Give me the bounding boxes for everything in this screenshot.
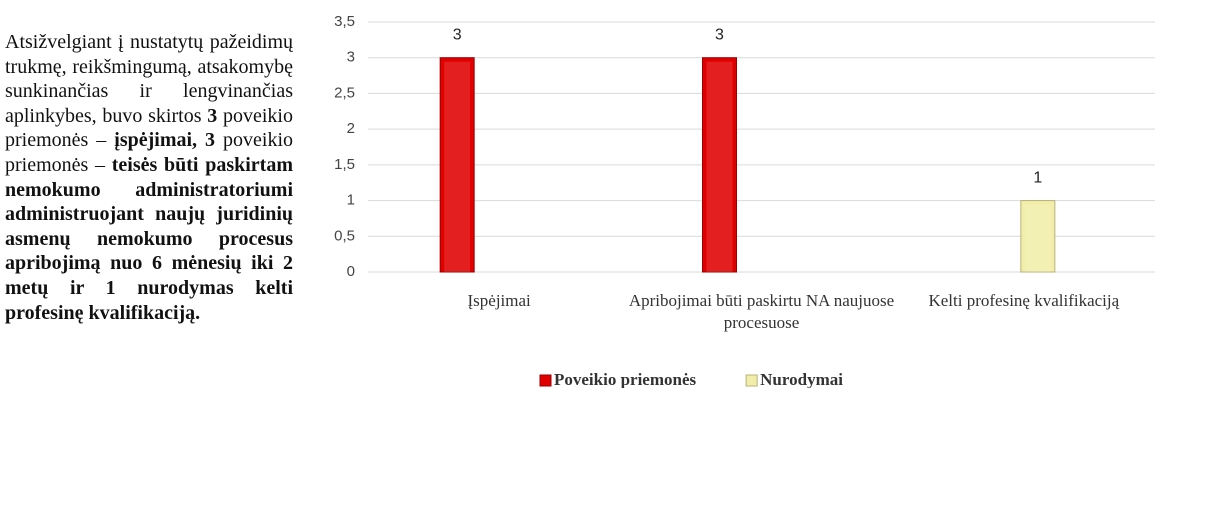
x-tick-label: Įspėjimai	[467, 291, 531, 310]
value-label: 1	[1033, 170, 1042, 187]
bar-shade	[706, 61, 733, 272]
legend-swatch	[539, 374, 552, 387]
chart-svg: 0 0,5 1 1,5 2 2,5 3 3,5 3 3 1 Poveikio priemonės Nur…	[334, 13, 1155, 388]
y-tick-label: 0	[347, 263, 355, 280]
text-run: Atsižvelgiant į nustatytų pažeidimų truk…	[5, 31, 293, 127]
y-tick-label: 1,5	[334, 156, 355, 173]
legend-label: Poveikio priemonės	[554, 370, 697, 388]
bar	[439, 57, 475, 273]
x-tick-label: Apribojimai būti paskirtu NA naujuose pr…	[628, 291, 895, 332]
bar	[1020, 200, 1056, 273]
y-tick-label: 1	[347, 192, 355, 209]
legend-label: Nurodymai	[760, 370, 843, 388]
y-tick-label: 2,5	[334, 84, 355, 101]
text-run: poveikio priemonės –	[5, 104, 293, 152]
document: 0 0,5 1 1,5 2 2,5 3 3,5 3 3 1 Poveikio priemonės Nur…	[5, 13, 1223, 388]
value-label: 3	[453, 27, 462, 44]
y-tick-label: 2	[347, 120, 355, 137]
bar	[702, 57, 737, 273]
bar-shade	[444, 61, 471, 272]
y-tick-label: 3,5	[334, 13, 355, 30]
legend-swatch	[745, 374, 758, 387]
text-run: 3	[207, 104, 218, 127]
text-run: teisės būti paskirtam nemokumo administr…	[5, 153, 293, 324]
text-run: poveikio priemonės –	[5, 129, 293, 176]
paragraph: Atsižvelgiant į nustatytų pažeidimų truk…	[5, 30, 1223, 325]
value-label: 3	[715, 27, 724, 44]
bar-shade	[1024, 204, 1051, 272]
chart: 0 0,5 1 1,5 2 2,5 3 3,5 3 3 1 Poveikio priemonės Nur…	[303, 0, 1228, 388]
text-run	[197, 129, 205, 151]
x-tick-label: Kelti profesinę kvalifikaciją	[928, 291, 1120, 310]
y-tick-label: 3	[347, 49, 355, 66]
text-run: įspėjimai,	[114, 129, 198, 152]
y-tick-label: 0,5	[334, 227, 355, 244]
text-run: 3	[205, 129, 216, 152]
